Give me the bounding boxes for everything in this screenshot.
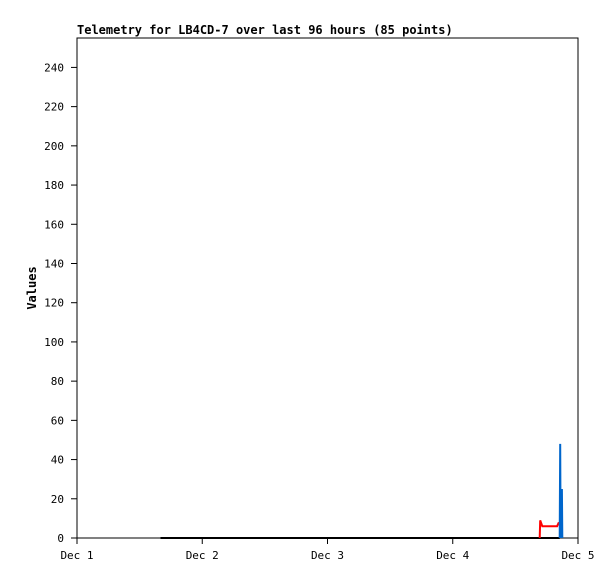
- y-tick-label: 80: [51, 375, 64, 388]
- y-tick-label: 40: [51, 454, 64, 467]
- x-tick-label: Dec 1: [60, 549, 93, 562]
- y-tick-label: 160: [44, 218, 64, 231]
- y-tick-label: 220: [44, 101, 64, 114]
- chart-title: Telemetry for LB4CD-7 over last 96 hours…: [77, 23, 453, 37]
- y-axis-label: Values: [25, 266, 39, 309]
- y-tick-label: 60: [51, 414, 64, 427]
- y-tick-label: 140: [44, 257, 64, 270]
- series-line-2: [558, 443, 564, 539]
- y-tick-label: 200: [44, 140, 64, 153]
- y-tick-label: 120: [44, 297, 64, 310]
- x-tick-label: Dec 3: [311, 549, 344, 562]
- y-tick-label: 0: [57, 532, 64, 545]
- y-tick-label: 240: [44, 61, 64, 74]
- x-tick-label: Dec 5: [561, 549, 594, 562]
- x-tick-label: Dec 2: [186, 549, 219, 562]
- x-tick-label: Dec 4: [436, 549, 469, 562]
- y-tick-label: 100: [44, 336, 64, 349]
- y-tick-label: 20: [51, 493, 64, 506]
- plot-area: [76, 37, 579, 539]
- series-line-1: [538, 520, 560, 539]
- y-tick-label: 180: [44, 179, 64, 192]
